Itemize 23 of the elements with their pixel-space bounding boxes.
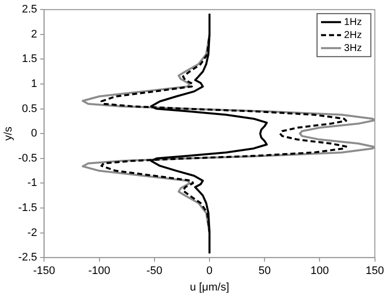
y-tick-label: -0.5	[18, 152, 38, 164]
x-tick-label: 150	[366, 265, 384, 278]
y-tick-label: 0	[31, 128, 38, 140]
x-axis-title: u [μm/s]	[190, 281, 230, 294]
y-tick-label: 2.5	[22, 4, 38, 16]
y-tick-label: -2.5	[18, 252, 38, 264]
y-tick-label: 2	[31, 28, 38, 40]
x-tick-label: 0	[206, 265, 213, 278]
x-tick-label: -50	[146, 265, 162, 278]
y-tick-label: 0.5	[22, 102, 38, 115]
y-axis-title: y/s	[2, 126, 15, 141]
legend-label: 3Hz	[344, 42, 362, 54]
x-tick-label: -100	[88, 265, 110, 278]
y-tick-label: -2	[27, 226, 38, 239]
y-tick-label: -1.5	[18, 202, 38, 214]
x-tick-label: -150	[33, 265, 56, 278]
y-tick-label: -1	[27, 177, 38, 190]
legend-label: 1Hz	[344, 16, 362, 28]
y-tick-label: 1	[31, 78, 38, 90]
x-tick-label: 50	[258, 265, 271, 278]
y-tick-label: 1.5	[22, 53, 38, 66]
x-tick-label: 100	[310, 265, 329, 278]
legend-label: 2Hz	[344, 30, 362, 41]
